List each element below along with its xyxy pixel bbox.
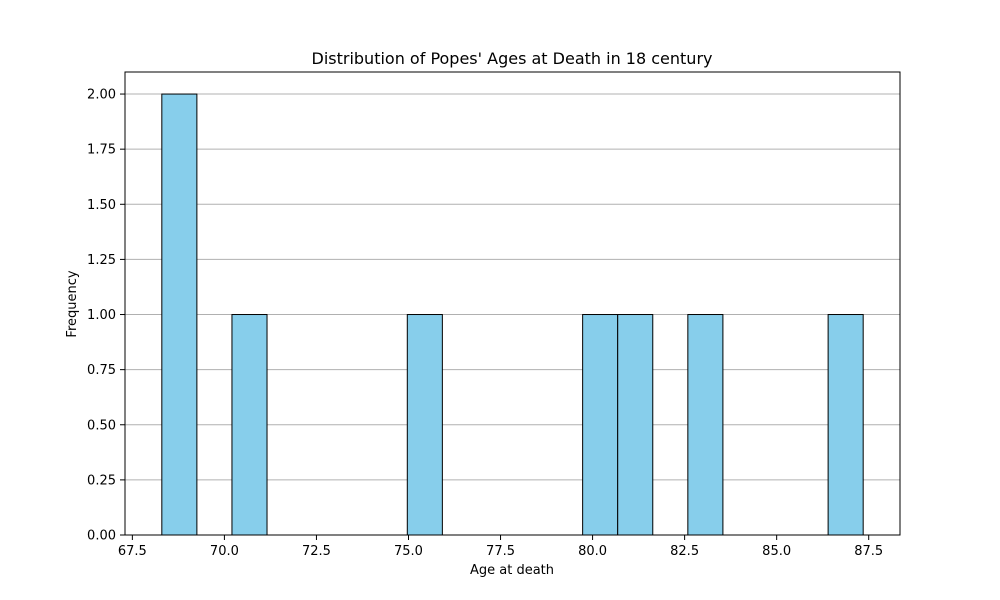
x-tick-label: 82.5 bbox=[670, 544, 699, 559]
chart-title: Distribution of Popes' Ages at Death in … bbox=[312, 49, 713, 68]
histogram-bar bbox=[582, 314, 619, 536]
y-axis-label: Frequency bbox=[65, 270, 80, 337]
histogram-bar bbox=[161, 93, 198, 536]
y-tick-label: 0.75 bbox=[87, 363, 116, 378]
x-tick-label: 77.5 bbox=[486, 544, 515, 559]
y-tick-label: 1.25 bbox=[87, 253, 116, 268]
histogram-bar bbox=[617, 314, 654, 536]
x-tick-label: 75.0 bbox=[394, 544, 423, 559]
x-tick-label: 72.5 bbox=[302, 544, 331, 559]
x-tick-label: 87.5 bbox=[854, 544, 883, 559]
x-tick-label: 85.0 bbox=[762, 544, 791, 559]
x-tick-label: 80.0 bbox=[578, 544, 607, 559]
histogram-bar bbox=[406, 314, 443, 536]
y-tick-label: 0.25 bbox=[87, 473, 116, 488]
bars bbox=[161, 93, 864, 536]
y-tick-label: 2.00 bbox=[87, 88, 116, 103]
y-tick-label: 0.00 bbox=[87, 529, 116, 544]
x-tick-label: 70.0 bbox=[210, 544, 239, 559]
plot-frame bbox=[124, 71, 901, 536]
x-tick-label: 67.5 bbox=[118, 544, 147, 559]
histogram-bar bbox=[231, 314, 268, 536]
x-axis-label: Age at death bbox=[470, 563, 554, 578]
histogram-bar bbox=[827, 314, 864, 536]
y-tick-label: 1.00 bbox=[87, 308, 116, 323]
y-axis-ticks: 0.00 0.25 0.50 0.75 1.00 1.25 1.50 1.75 2.00 bbox=[87, 88, 125, 544]
y-tick-label: 1.50 bbox=[87, 198, 116, 213]
y-tick-label: 1.75 bbox=[87, 143, 116, 158]
y-tick-label: 0.50 bbox=[87, 418, 116, 433]
histogram-bar bbox=[687, 314, 724, 536]
x-axis-ticks: 67.5 70.0 72.5 75.0 77.5 80.0 82.5 85.0 87.5 bbox=[118, 535, 883, 559]
